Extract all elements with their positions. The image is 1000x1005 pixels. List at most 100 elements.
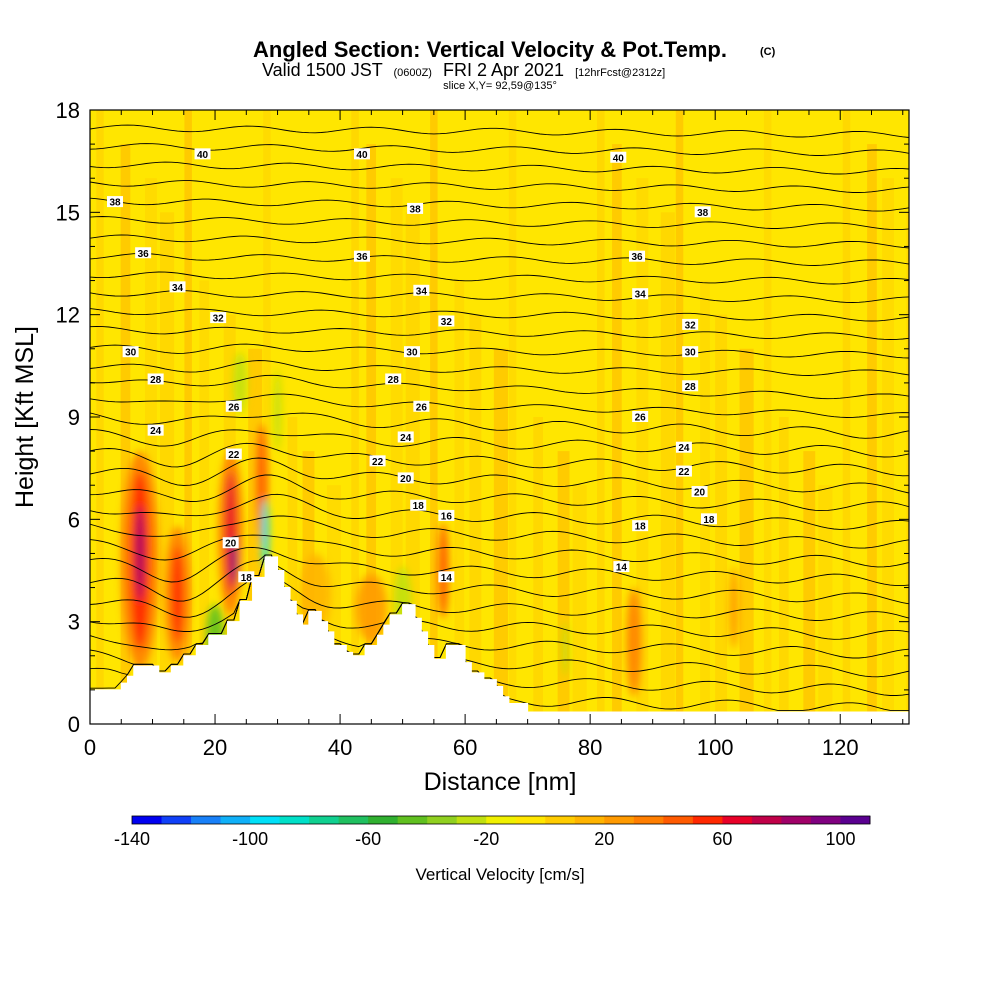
contour-label-box — [122, 346, 139, 358]
colorbar-tick-label: -20 — [473, 829, 499, 849]
theta-contour — [90, 161, 909, 175]
contour-label-box — [169, 281, 186, 293]
contour-label-box — [238, 571, 255, 583]
terrain — [90, 556, 909, 724]
velocity-band — [430, 110, 438, 724]
velocity-cell — [171, 546, 184, 643]
contour-label: 18 — [635, 522, 647, 533]
theta-contour — [90, 360, 909, 376]
contour-label: 20 — [400, 474, 412, 485]
contour-label-box — [210, 312, 227, 324]
colorbar-swatch — [663, 816, 694, 824]
velocity-band — [351, 110, 359, 724]
colorbar-swatch — [191, 816, 222, 824]
valid-date: FRI 2 Apr 2021 — [443, 60, 564, 80]
theta-contour — [90, 271, 909, 285]
contour-label: 26 — [635, 413, 647, 424]
contour-label: 30 — [685, 348, 697, 359]
velocity-band — [636, 178, 649, 724]
contour-label: 20 — [694, 488, 706, 499]
colorbar-swatch — [633, 816, 664, 824]
contour-label: 40 — [356, 150, 368, 161]
colorbar-frame — [131, 815, 871, 825]
colorbar-swatch — [132, 816, 163, 824]
contour-label: 38 — [109, 198, 121, 209]
theta-contours — [90, 124, 909, 711]
theta-contour — [90, 493, 909, 530]
contour-label: 36 — [631, 252, 643, 263]
colorbar-swatch — [486, 816, 517, 824]
colorbar-swatch — [279, 816, 310, 824]
colorbar-swatch — [515, 816, 546, 824]
contour-label: 38 — [697, 208, 709, 219]
contour-label-box — [610, 151, 627, 163]
theta-contour — [90, 124, 909, 138]
contour-label-box — [397, 472, 414, 484]
contour-label-box — [385, 373, 402, 385]
contour-label-box — [225, 448, 242, 460]
colorbar-swatch — [604, 816, 635, 824]
velocity-band — [572, 485, 587, 724]
theta-contour — [90, 554, 909, 621]
contour-label-box — [438, 315, 455, 327]
contour-label: 26 — [228, 402, 240, 413]
velocity-band — [715, 314, 728, 724]
contour-label: 32 — [213, 314, 225, 325]
x-tick-labels: 0 20 40 60 80 100 120 — [84, 735, 859, 760]
contour-label-box — [147, 373, 164, 385]
velocity-band — [882, 178, 894, 724]
contour-label: 16 — [441, 511, 453, 522]
contour-label-box — [413, 284, 430, 296]
velocity-cell — [728, 567, 739, 649]
velocity-band — [660, 212, 675, 724]
velocity-band — [842, 110, 851, 724]
velocity-band — [493, 348, 508, 724]
contour-label-box — [403, 346, 420, 358]
theta-contour — [90, 554, 909, 659]
contour-label-box — [675, 465, 692, 477]
theta-contour — [90, 308, 909, 322]
colorbar-swatch — [781, 816, 812, 824]
colorbar-swatch — [220, 816, 251, 824]
velocity-band — [199, 280, 210, 724]
velocity-band — [120, 144, 131, 724]
theta-contour — [90, 180, 909, 193]
contour-label-box — [222, 537, 239, 549]
colorbar-swatch — [397, 816, 428, 824]
contour-label: 14 — [441, 573, 453, 584]
contour-label-box — [675, 441, 692, 453]
velocity-band — [184, 110, 192, 724]
colorbar-tick-labels: -140 -100 -60 -20 20 60 100 — [114, 829, 856, 849]
colorbar-tick-label: -60 — [355, 829, 381, 849]
x-tick-label: 120 — [822, 735, 859, 760]
velocity-band — [557, 451, 570, 724]
velocity-band — [818, 485, 833, 724]
contour-label: 14 — [616, 563, 628, 574]
colorbar-tick-label: 60 — [712, 829, 732, 849]
contour-label-box — [438, 509, 455, 521]
contour-label: 32 — [441, 317, 453, 328]
x-tick-label: 80 — [578, 735, 602, 760]
contour-label: 34 — [172, 283, 184, 294]
velocity-band — [700, 280, 710, 724]
colorbar-tick-label: -140 — [114, 829, 150, 849]
velocity-band — [96, 110, 104, 724]
velocity-band — [675, 110, 684, 724]
contour-label-box — [135, 247, 152, 259]
theta-contour — [90, 554, 909, 605]
y-axis-label: Height [Kft MSL] — [11, 326, 39, 508]
contour-label: 30 — [406, 348, 418, 359]
velocity-band — [612, 144, 622, 724]
theta-contour — [90, 515, 909, 549]
theta-contour — [90, 343, 909, 359]
velocity-cell — [299, 553, 331, 636]
y-tick-label: 18 — [56, 98, 80, 123]
y-tick-label: 12 — [56, 303, 80, 328]
contour-label-box — [613, 561, 630, 573]
contour-label: 32 — [685, 320, 697, 331]
contour-label-box — [147, 424, 164, 436]
theta-contour — [90, 554, 909, 640]
velocity-cell — [626, 587, 642, 697]
x-axis-label: Distance [nm] — [424, 768, 577, 796]
